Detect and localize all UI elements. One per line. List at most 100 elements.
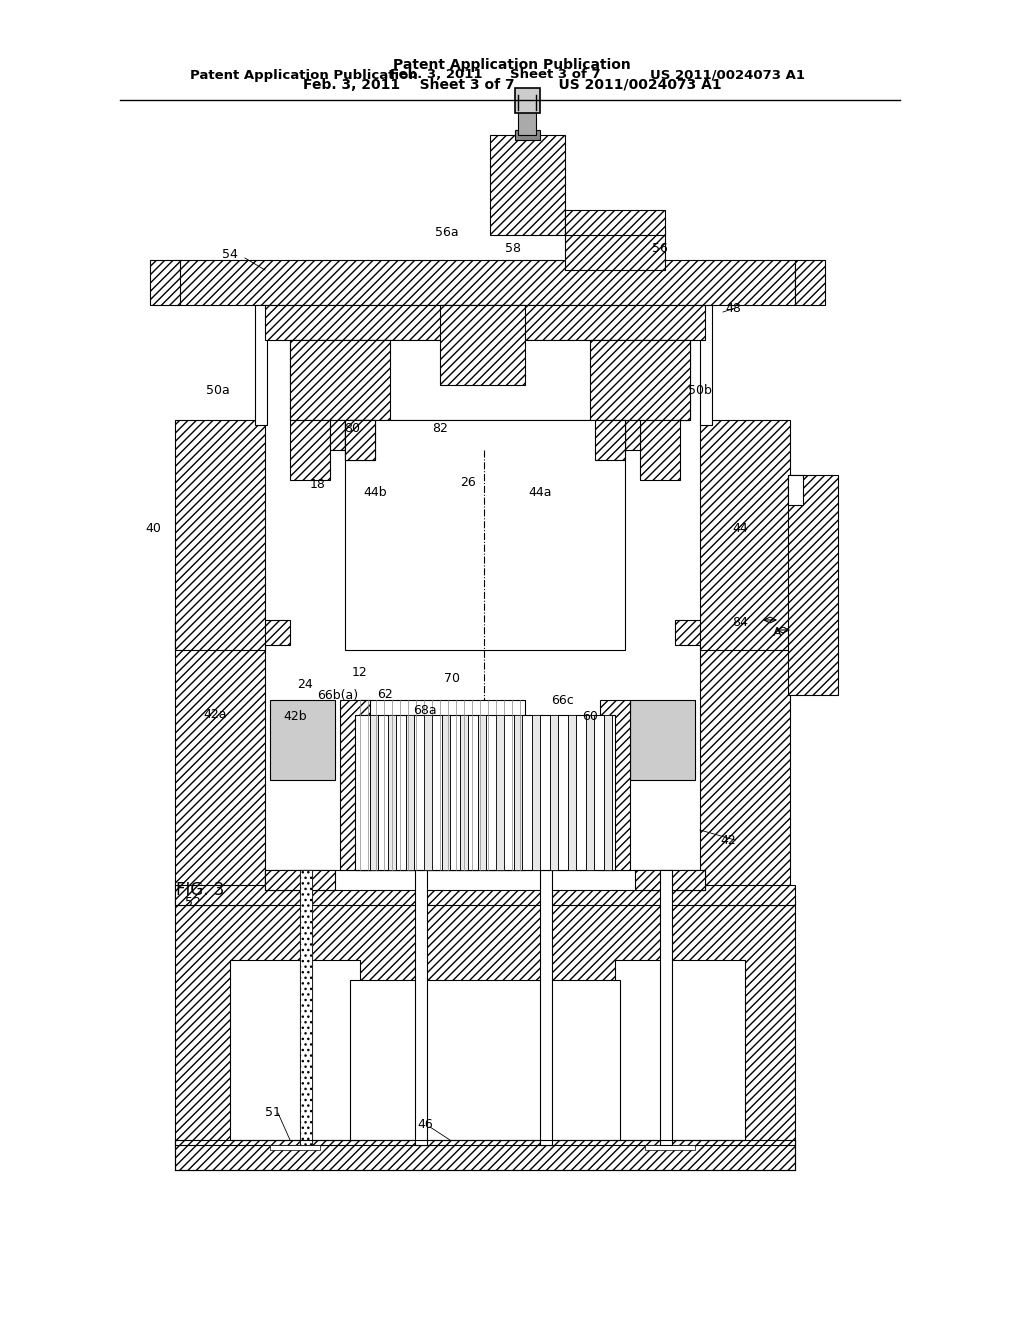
Bar	[565, 210, 665, 235]
Text: 44a: 44a	[528, 486, 552, 499]
Bar	[660, 870, 672, 1144]
Bar	[518, 110, 536, 135]
Bar	[175, 640, 265, 906]
Text: 40: 40	[145, 521, 161, 535]
Text: 24: 24	[297, 678, 313, 692]
Bar	[300, 870, 312, 1144]
Bar	[270, 1144, 319, 1150]
Bar	[442, 715, 450, 870]
Bar	[360, 700, 525, 870]
Text: Patent Application Publication: Patent Application Publication	[393, 58, 631, 73]
Text: FIG. 3: FIG. 3	[176, 880, 224, 899]
Bar	[265, 305, 705, 341]
Text: 44: 44	[732, 521, 748, 535]
Text: 42b: 42b	[284, 710, 307, 723]
Text: US 2011/0024073 A1: US 2011/0024073 A1	[650, 69, 805, 82]
Bar	[788, 475, 803, 506]
Bar	[496, 715, 504, 870]
Text: 51: 51	[265, 1106, 281, 1118]
Bar	[175, 620, 290, 645]
Bar	[675, 620, 790, 645]
Bar	[150, 260, 180, 305]
Bar	[590, 341, 690, 420]
Text: Patent Application Publication: Patent Application Publication	[190, 69, 418, 82]
Bar	[340, 700, 370, 870]
Text: 84: 84	[732, 615, 748, 628]
Text: 42: 42	[720, 833, 736, 846]
Bar	[532, 715, 540, 870]
Text: 80: 80	[344, 421, 360, 434]
Polygon shape	[345, 420, 375, 459]
Text: 54: 54	[222, 248, 238, 261]
Bar	[568, 715, 575, 870]
Bar	[270, 700, 335, 780]
Bar	[700, 640, 790, 906]
Bar	[478, 715, 486, 870]
Bar	[255, 305, 267, 425]
Bar	[700, 305, 712, 425]
Text: A: A	[773, 626, 781, 639]
Bar	[700, 420, 790, 649]
Text: 42a: 42a	[203, 709, 226, 722]
Bar	[640, 420, 680, 480]
Bar	[645, 1144, 695, 1150]
Text: 26: 26	[460, 475, 476, 488]
Text: Feb. 3, 2011: Feb. 3, 2011	[390, 69, 482, 82]
Bar	[635, 870, 705, 890]
Bar	[388, 715, 396, 870]
Bar	[565, 230, 665, 271]
Bar	[615, 960, 745, 1140]
Bar	[440, 305, 525, 385]
Bar	[625, 420, 640, 450]
Bar	[350, 979, 620, 1140]
Bar	[265, 870, 705, 890]
Text: 48: 48	[725, 301, 741, 314]
Text: 60: 60	[582, 710, 598, 722]
Text: 56: 56	[652, 242, 668, 255]
Text: Feb. 3, 2011    Sheet 3 of 7         US 2011/0024073 A1: Feb. 3, 2011 Sheet 3 of 7 US 2011/002407…	[303, 78, 721, 92]
Bar	[355, 715, 615, 870]
Bar	[290, 341, 690, 420]
Bar	[460, 715, 468, 870]
Text: 56a: 56a	[435, 226, 459, 239]
Bar	[415, 870, 427, 1144]
Text: 50b: 50b	[688, 384, 712, 396]
Text: 52: 52	[185, 896, 201, 909]
Bar	[370, 715, 378, 870]
Text: 12: 12	[352, 665, 368, 678]
Bar	[514, 715, 522, 870]
Bar	[540, 870, 552, 1144]
Bar	[175, 420, 265, 649]
Bar	[604, 715, 612, 870]
Text: 70: 70	[444, 672, 460, 685]
Bar	[265, 870, 335, 890]
Text: 66b(a): 66b(a)	[317, 689, 358, 701]
Bar	[175, 884, 795, 906]
Bar	[788, 475, 838, 696]
Text: 44b: 44b	[364, 486, 387, 499]
Bar	[345, 420, 625, 649]
Bar	[586, 715, 594, 870]
Bar	[424, 715, 432, 870]
Text: 18: 18	[310, 479, 326, 491]
Bar	[795, 260, 825, 305]
Bar	[175, 900, 795, 1144]
Bar	[406, 715, 414, 870]
Text: 50a: 50a	[206, 384, 229, 396]
Bar	[515, 129, 540, 140]
Text: 68a: 68a	[414, 704, 437, 717]
Bar	[330, 420, 345, 450]
Bar	[230, 960, 360, 1140]
Text: 66c: 66c	[551, 693, 573, 706]
Bar	[290, 341, 390, 420]
Text: 58: 58	[505, 242, 521, 255]
Bar	[345, 420, 375, 459]
Bar	[490, 135, 565, 235]
Text: 82: 82	[432, 421, 447, 434]
Bar	[290, 420, 330, 480]
Text: 46: 46	[417, 1118, 433, 1131]
Bar	[630, 700, 695, 780]
Bar	[300, 870, 312, 1144]
Bar	[550, 715, 558, 870]
Text: Sheet 3 of 7: Sheet 3 of 7	[510, 69, 601, 82]
